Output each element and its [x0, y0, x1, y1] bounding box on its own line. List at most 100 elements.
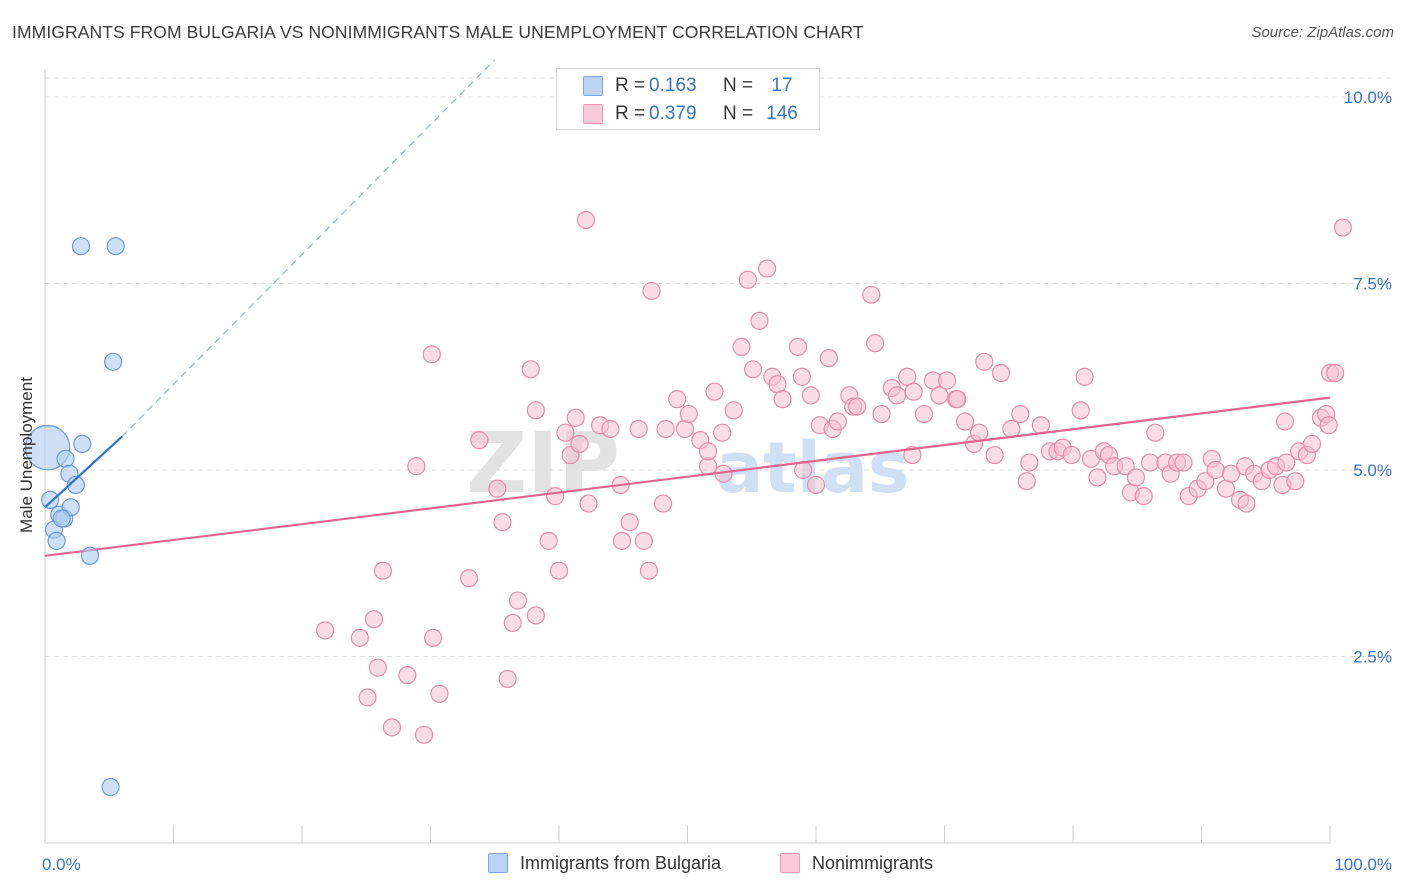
nonimmigrants-point [1020, 453, 1039, 472]
r-value: 0.379 [649, 103, 697, 124]
nonimmigrants-point [539, 531, 558, 550]
nonimmigrants-trend-line [44, 396, 1331, 557]
nonimmigrants-point [493, 513, 512, 532]
nonimmigrants-point [1196, 472, 1215, 491]
bulgaria-trend-line [44, 435, 123, 509]
bulgaria-point [41, 490, 60, 509]
bulgaria-point [73, 434, 92, 453]
nonimmigrants-point [350, 628, 369, 647]
y-tick-label: 2.5% [1353, 648, 1392, 667]
nonimmigrants-point [937, 371, 957, 390]
source-label: Source: ZipAtlas.com [1251, 24, 1394, 41]
nonimmigrants-point [459, 569, 479, 588]
nonimmigrants-point [1326, 363, 1345, 383]
n-value: 17 [771, 75, 793, 96]
nonimmigrants-point [470, 431, 489, 450]
nonimmigrants-point [1031, 416, 1050, 435]
nonimmigrants-point [579, 494, 598, 513]
bulgaria-trend [44, 59, 496, 509]
nonimmigrants-legend-label: Nonimmigrants [812, 853, 934, 873]
nonimmigrants-point [612, 531, 632, 550]
nonimmigrants-point [732, 337, 751, 357]
nonimmigrants-point [866, 334, 885, 353]
nonimmigrants-point [526, 401, 545, 420]
nonimmigrants-point [1174, 453, 1193, 472]
axes-layer [44, 70, 1331, 844]
nonimmigrants-point [738, 270, 757, 289]
stats-legend: R = 0.163 N = 17 R = 0.379 N = 146 [556, 68, 820, 130]
chart-title: IMMIGRANTS FROM BULGARIA VS NONIMMIGRANT… [12, 22, 864, 42]
nonimmigrants-point [828, 412, 847, 431]
nonimmigrants-point [634, 531, 653, 550]
tick-labels: 2.5% 5.0% 7.5% 10.0% 0.0% 100.0% [42, 88, 1392, 874]
y-tick-label: 10.0% [1344, 88, 1392, 107]
bulgaria-legend-label: Immigrants from Bulgaria [520, 853, 722, 873]
bulgaria-point [106, 237, 125, 256]
nonimmigrants-point [1206, 460, 1225, 480]
nonimmigrants-point [566, 408, 585, 427]
nonimmigrants-legend-swatch [780, 853, 800, 873]
bulgaria-point [52, 509, 71, 528]
nonimmigrants-point [1319, 416, 1338, 435]
bulgaria-points [24, 237, 125, 797]
nonimmigrants-point [930, 386, 949, 405]
nonimmigrants-point [806, 475, 826, 495]
nonimmigrants-point [642, 281, 661, 301]
nonimmigrants-point [1002, 419, 1021, 439]
nonimmigrants-point [1286, 472, 1305, 491]
nonimmigrants-point [698, 442, 718, 461]
nonimmigrants-point [407, 457, 426, 476]
n-label: N = [723, 75, 754, 96]
stats-row-nonimmigrants: R = 0.379 N = 146 [557, 101, 819, 127]
x-tick-label: 100.0% [1334, 855, 1392, 874]
nonimmigrants-point [955, 412, 975, 431]
nonimmigrants-swatch [583, 104, 603, 124]
nonimmigrants-point [862, 285, 881, 304]
bulgaria-point [80, 546, 100, 565]
nonimmigrants-point [724, 401, 743, 420]
nonimmigrants-point [620, 513, 639, 532]
bulgaria-point [101, 777, 120, 797]
bulgaria-swatch [583, 76, 603, 96]
y-tick-label: 7.5% [1353, 275, 1392, 294]
nonimmigrants-point [1333, 218, 1352, 237]
nonimmigrants-point [819, 349, 838, 368]
nonimmigrants-point [508, 591, 527, 610]
nonimmigrants-point [423, 628, 443, 647]
nonimmigrants-point [1146, 423, 1165, 442]
nonimmigrants-point [364, 610, 384, 629]
stats-row-bulgaria: R = 0.163 N = 17 [557, 73, 819, 99]
nonimmigrants-point [629, 419, 648, 439]
nonimmigrants-point [382, 718, 402, 737]
nonimmigrants-point [498, 669, 517, 688]
nonimmigrants-point [373, 561, 393, 580]
nonimmigrants-point [1011, 404, 1030, 424]
nonimmigrants-point [668, 390, 687, 409]
bulgaria-point [104, 352, 123, 371]
n-value: 146 [766, 103, 798, 124]
nonimmigrants-point [556, 423, 575, 442]
nonimmigrants-point [1126, 468, 1146, 487]
nonimmigrants-point [422, 345, 441, 364]
nonimmigrants-point [316, 621, 335, 640]
bulgaria-trend-extension [121, 59, 496, 437]
bulgaria-legend-swatch [488, 853, 508, 873]
x-tick-label: 0.0% [42, 855, 81, 874]
nonimmigrants-point [773, 390, 792, 409]
nonimmigrants-point [792, 367, 811, 386]
nonimmigrants-point [788, 337, 808, 357]
nonimmigrants-point [914, 404, 934, 424]
grid-layer [45, 77, 1392, 657]
y-axis-title: Male Unemployment [17, 377, 36, 533]
nonimmigrants-point [570, 434, 589, 453]
nonimmigrants-point [1088, 468, 1107, 487]
nonimmigrants-point [1140, 453, 1160, 472]
nonimmigrants-point [653, 494, 673, 513]
bulgaria-point [71, 237, 91, 256]
nonimmigrants-point [503, 613, 522, 633]
nonimmigrants-point [675, 419, 695, 439]
nonimmigrants-point [368, 658, 387, 677]
nonimmigrants-point [488, 479, 507, 498]
nonimmigrants-point [521, 360, 540, 379]
